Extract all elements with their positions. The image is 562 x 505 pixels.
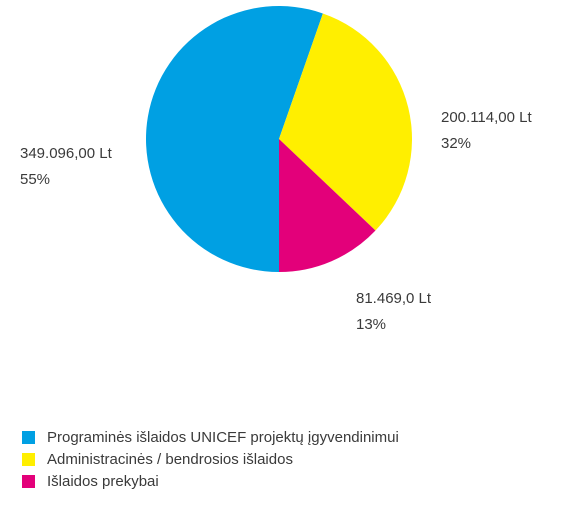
legend-item-administracines: Administracinės / bendrosios išlaidos bbox=[22, 448, 399, 470]
legend-label: Administracinės / bendrosios išlaidos bbox=[47, 450, 293, 468]
slice-percent-label: 13% bbox=[356, 316, 387, 333]
legend-swatch bbox=[22, 474, 35, 488]
slice-value-label: 81.469,0 Lt bbox=[356, 290, 432, 307]
legend-item-prekybai: Išlaidos prekybai bbox=[22, 470, 399, 492]
slice-label-prekybai: 81.469,0 Lt 13% bbox=[356, 286, 431, 338]
slice-percent-label: 55% bbox=[20, 171, 51, 188]
legend-label: Programinės išlaidos UNICEF projektų įgy… bbox=[47, 428, 399, 446]
slice-percent-label: 32% bbox=[441, 135, 472, 152]
slice-label-administracines: 200.114,00 Lt 32% bbox=[441, 105, 532, 157]
pie-slice-prekybai bbox=[279, 139, 376, 272]
slice-label-programines: 349.096,00 Lt 55% bbox=[20, 141, 112, 193]
slice-value-label: 200.114,00 Lt bbox=[441, 109, 532, 126]
legend-swatch bbox=[22, 452, 35, 466]
chart-legend: Programinės išlaidos UNICEF projektų įgy… bbox=[22, 426, 399, 492]
pie-slice-programines bbox=[146, 6, 323, 273]
legend-swatch bbox=[22, 430, 35, 444]
slice-value-label: 349.096,00 Lt bbox=[20, 145, 112, 162]
legend-item-programines: Programinės išlaidos UNICEF projektų įgy… bbox=[22, 426, 399, 448]
pie-slice-administracines bbox=[279, 13, 412, 231]
legend-label: Išlaidos prekybai bbox=[47, 472, 159, 490]
